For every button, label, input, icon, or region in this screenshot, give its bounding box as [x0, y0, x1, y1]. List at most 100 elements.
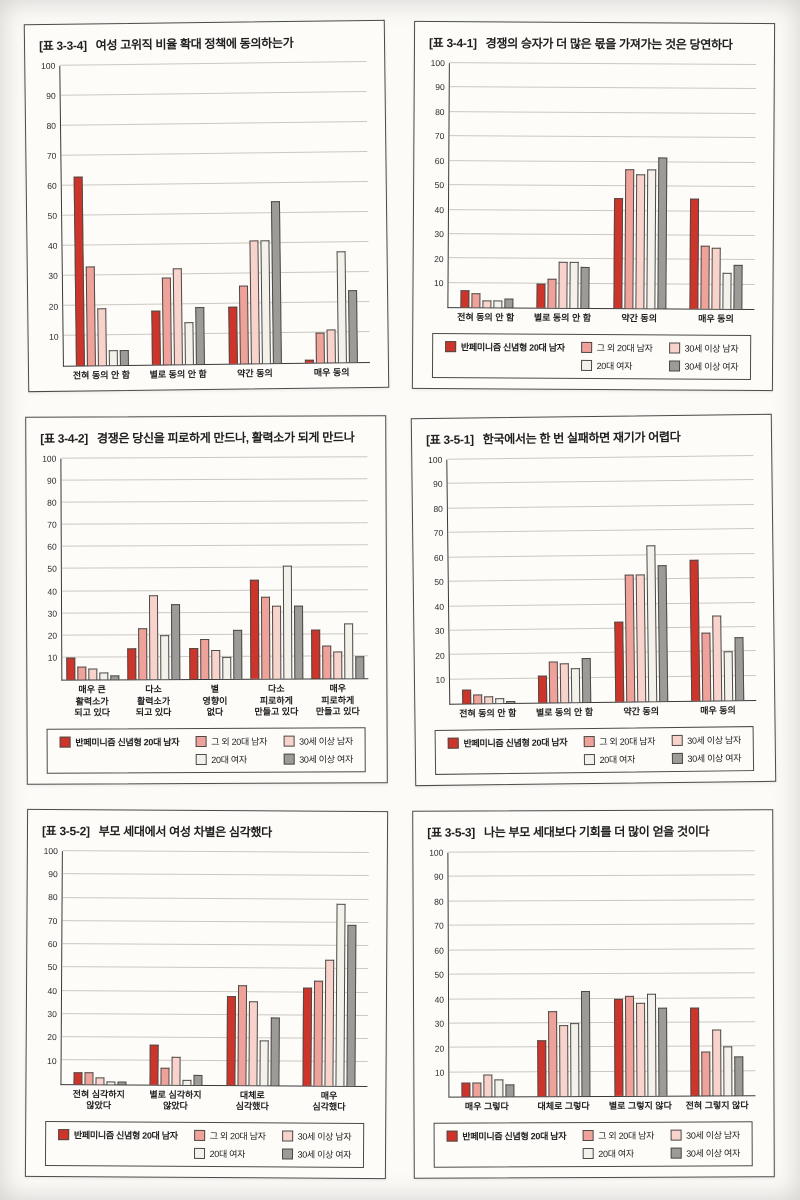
legend-swatch	[670, 1147, 682, 1159]
y-axis-tick-label: 90	[48, 868, 58, 879]
bar	[195, 307, 206, 365]
bar	[232, 630, 242, 679]
bar	[138, 628, 148, 680]
bar	[249, 240, 260, 364]
bar	[548, 661, 559, 703]
legend-swatch	[580, 341, 592, 353]
bar	[505, 700, 516, 704]
bar	[346, 924, 357, 1086]
legend-swatch	[670, 1129, 682, 1141]
bar	[734, 1056, 744, 1096]
chart-title-tag: [표 3-5-1]	[425, 432, 474, 448]
bar	[311, 629, 321, 679]
bar	[96, 308, 107, 366]
legend-label: 30세 이상 여자	[684, 361, 739, 372]
y-axis-tick-label: 70	[434, 920, 444, 931]
legend-item: 30세 이상 남자	[671, 733, 741, 747]
bar	[733, 265, 743, 310]
chart-title-text: 여성 고위직 비율 확대 정책에 동의하는가	[95, 35, 294, 53]
chart-title-tag: [표 3-4-1]	[428, 35, 477, 51]
bar	[88, 668, 98, 680]
bar	[149, 1044, 159, 1085]
bar-groups	[61, 457, 368, 680]
bar	[560, 663, 570, 703]
plot-area	[446, 455, 757, 706]
bar	[99, 672, 109, 680]
legend-swatch	[283, 753, 295, 765]
legend-item: 30세 이상 여자	[281, 1147, 351, 1160]
category-label: 매우 동의	[698, 313, 734, 325]
legend-swatch	[671, 752, 683, 765]
plot-area	[447, 850, 756, 1098]
bar-group	[61, 458, 123, 680]
legend-label: 30세 이상 여자	[297, 1149, 352, 1160]
bar-groups	[60, 62, 370, 366]
y-axis-tick-label: 60	[47, 938, 58, 950]
chart-card-3-4-1: [표 3-4-1] 경쟁의 승자가 더 많은 몫을 가져가는 것은 당연하다 10 2…	[411, 20, 776, 392]
y-axis-tick-label: 30	[434, 626, 445, 637]
category-label: 약간 동의	[621, 313, 658, 324]
category-label: 매우 심각했다	[312, 1090, 346, 1113]
bar	[110, 674, 120, 680]
y-axis-tick-label: 20	[47, 1032, 57, 1043]
y-axis-tick-label: 90	[433, 478, 443, 489]
plot: 10 20 30 40 50 60 70 80 90 100	[36, 846, 374, 1087]
bar	[302, 987, 313, 1086]
bar-group	[447, 459, 526, 704]
y-axis-tick-label: 20	[434, 253, 444, 264]
bar	[119, 350, 129, 366]
legend-label: 30세 이상 남자	[299, 736, 353, 747]
bar-group	[291, 853, 369, 1086]
category-label: 다소 활력소가 되고 있다	[135, 684, 172, 718]
bar	[472, 693, 483, 704]
bar-group	[678, 851, 756, 1096]
category-label: 매우 동의	[313, 367, 350, 379]
bar	[293, 605, 304, 679]
x-axis-labels: 전혀 심각하지 않았다 별로 심각하지 않았다 대체로 심각했다 매우 심각했다	[36, 1089, 373, 1114]
category-label: 약간 동의	[623, 706, 660, 717]
bar	[460, 290, 470, 308]
bar	[536, 283, 546, 309]
y-axis-tick-label: 20	[434, 1043, 445, 1054]
bar	[326, 329, 337, 363]
y-axis-tick-label: 10	[435, 675, 446, 686]
category-label: 전혀 동의 안 함	[457, 312, 515, 323]
bar	[226, 996, 236, 1085]
y-axis-tick-label: 20	[48, 301, 59, 312]
bar	[701, 1051, 711, 1096]
y-axis-tick-label: 30	[434, 229, 444, 240]
y-axis-tick-label: 100	[429, 847, 444, 858]
bar	[580, 266, 590, 309]
legend-swatch	[668, 342, 680, 354]
category-label: 별로 동의 안 함	[149, 369, 207, 381]
bar-group	[245, 458, 307, 679]
y-axis-tick-label: 20	[47, 630, 58, 641]
legend-label: 20대 여자	[599, 754, 636, 765]
bar	[494, 1079, 504, 1097]
bar-groups	[448, 63, 755, 310]
y-axis-tick-label: 80	[433, 503, 443, 514]
legend-item: 20대 여자	[193, 1147, 266, 1160]
legend-label: 30세 이상 여자	[686, 1148, 740, 1159]
chart-title-text: 경쟁의 승자가 더 많은 몫을 가져가는 것은 당연하다	[485, 36, 733, 52]
legend-item: 20대 여자	[580, 359, 653, 372]
bar-group	[184, 458, 246, 680]
legend-swatch	[193, 1147, 205, 1159]
legend-swatch	[582, 1130, 594, 1142]
y-axis-tick-label: 30	[48, 271, 58, 282]
y-axis-tick-label: 50	[47, 564, 57, 575]
bar	[313, 980, 324, 1086]
bar	[461, 689, 472, 704]
bar	[613, 198, 623, 309]
legend-label: 20대 여자	[211, 754, 247, 765]
bar	[613, 998, 624, 1097]
bar-group	[677, 456, 756, 702]
legend-label: 30세 이상 여자	[299, 754, 353, 765]
legend-item: 그 외 20대 남자	[582, 1129, 654, 1142]
y-axis-tick-label: 50	[434, 969, 444, 980]
bar	[494, 698, 505, 704]
bar-groups	[448, 851, 755, 1097]
bar	[171, 603, 181, 680]
y-axis: 10 20 30 40 50 60 70 80 90 100	[36, 846, 61, 1085]
bar	[259, 1040, 269, 1086]
